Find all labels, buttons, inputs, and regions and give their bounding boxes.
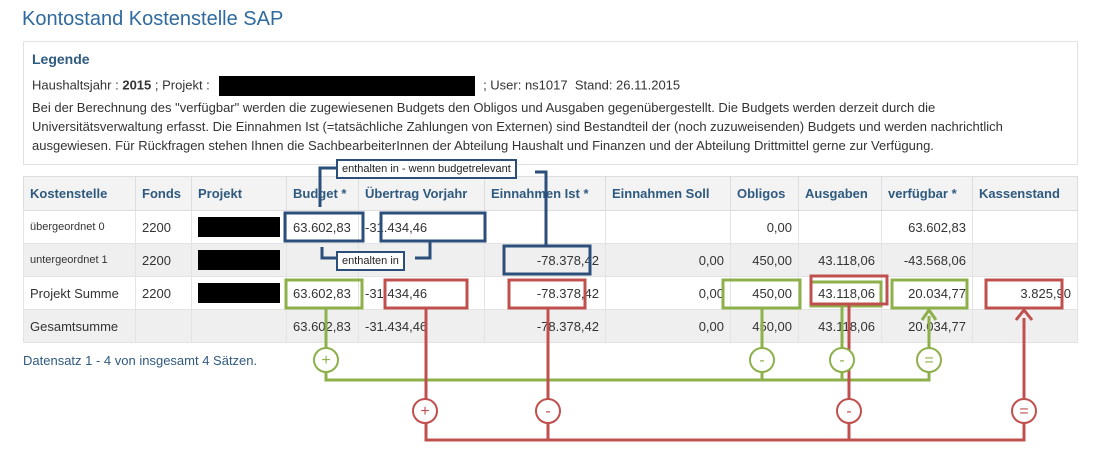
- redacted-project: [198, 283, 280, 303]
- header-ausgaben[interactable]: Ausgaben: [798, 176, 882, 211]
- minus-icon: -: [535, 398, 561, 424]
- record-count: Datensatz 1 - 4 von insgesamt 4 Sätzen.: [23, 353, 258, 368]
- cell-kassenstand: [972, 210, 1078, 244]
- cell-obligos: 0,00: [730, 210, 799, 244]
- cell-verfuegbar: -43.568,06: [881, 243, 973, 277]
- redacted-project: [198, 250, 280, 270]
- cell-budget: 63.602,83: [286, 309, 359, 343]
- project-label: ; Projekt :: [154, 77, 210, 93]
- cell-obligos: 450,00: [730, 276, 799, 310]
- table-row: untergeordnet 1 2200 -78.378,42 0,00 450…: [23, 243, 1078, 277]
- cell-kostenstelle: untergeordnet 1: [23, 243, 136, 277]
- cell-ausgaben: 43.118,06: [798, 243, 882, 277]
- cell-budget: 63.602,83: [286, 276, 359, 310]
- table-row: Gesamtsumme 63.602,83 -31.434,46 -78.378…: [23, 309, 1078, 343]
- plus-icon: +: [412, 398, 438, 424]
- cell-projekt: [191, 243, 287, 277]
- cell-einnahmen-soll: [605, 210, 731, 244]
- cell-ausgaben: [798, 210, 882, 244]
- cell-einnahmen-soll: 0,00: [605, 309, 731, 343]
- cell-kassenstand: [972, 243, 1078, 277]
- cell-projekt: [191, 276, 287, 310]
- note-enthalten-in: enthalten in: [336, 251, 405, 271]
- cell-uebertrag: -31.434,46: [358, 210, 485, 244]
- cell-einnahmen-soll: 0,00: [605, 276, 731, 310]
- cell-obligos: 450,00: [730, 309, 799, 343]
- header-verfuegbar[interactable]: verfügbar *: [881, 176, 973, 211]
- cell-einnahmen-ist: -78.378,42: [484, 276, 606, 310]
- redacted-project-name: [219, 76, 476, 96]
- header-fonds[interactable]: Fonds: [135, 176, 192, 211]
- minus-icon: -: [829, 347, 855, 373]
- cell-kassenstand: [972, 309, 1078, 343]
- cell-fonds: 2200: [135, 210, 192, 244]
- plus-icon: +: [313, 347, 339, 373]
- cell-fonds: [135, 309, 192, 343]
- cell-fonds: 2200: [135, 276, 192, 310]
- cell-einnahmen-soll: 0,00: [605, 243, 731, 277]
- header-kostenstelle[interactable]: Kostenstelle: [23, 176, 136, 211]
- equals-icon: =: [1011, 398, 1037, 424]
- header-projekt[interactable]: Projekt: [191, 176, 287, 211]
- cell-uebertrag: -31.434,46: [358, 276, 485, 310]
- legend-panel: Legende Haushaltsjahr : 2015 ; Projekt :…: [23, 41, 1078, 165]
- fiscal-year-label: Haushaltsjahr :: [32, 77, 119, 93]
- user-text: ; User: ns1017: [483, 77, 568, 93]
- date-text: Stand: 26.11.2015: [574, 77, 681, 93]
- cell-verfuegbar: 20.034,77: [881, 309, 973, 343]
- cell-verfuegbar: 63.602,83: [881, 210, 973, 244]
- cell-kassenstand: 3.825,90: [972, 276, 1078, 310]
- fiscal-year-value: 2015: [122, 77, 152, 93]
- minus-icon: -: [749, 347, 775, 373]
- table-header-row: Kostenstelle Fonds Projekt Budget * Über…: [23, 176, 1078, 211]
- cell-ausgaben: 43.118,06: [798, 276, 882, 310]
- cell-kostenstelle: Projekt Summe: [23, 276, 136, 310]
- minus-icon: -: [836, 398, 862, 424]
- cell-kostenstelle: übergeordnet 0: [23, 210, 136, 244]
- note-budget-relevant: enthalten in - wenn budgetrelevant: [336, 159, 517, 179]
- header-kassenstand[interactable]: Kassenstand: [972, 176, 1078, 211]
- cell-projekt: [191, 309, 287, 343]
- redacted-project: [198, 217, 280, 237]
- header-obligos[interactable]: Obligos: [730, 176, 799, 211]
- cell-einnahmen-ist: -78.378,42: [484, 309, 606, 343]
- page-title: Kontostand Kostenstelle SAP: [22, 8, 284, 30]
- header-einnahmen-soll[interactable]: Einnahmen Soll: [605, 176, 731, 211]
- cell-ausgaben: 43.118,06: [798, 309, 882, 343]
- table-row: übergeordnet 0 2200 63.602,83 -31.434,46…: [23, 210, 1078, 244]
- table-row: Projekt Summe 2200 63.602,83 -31.434,46 …: [23, 276, 1078, 310]
- account-table: Kostenstelle Fonds Projekt Budget * Über…: [23, 176, 1078, 343]
- equals-icon: =: [916, 347, 942, 373]
- cell-uebertrag: -31.434,46: [358, 309, 485, 343]
- legend-meta: Haushaltsjahr : 2015 ; Projekt : ; User:…: [32, 76, 680, 96]
- header-uebertrag[interactable]: Übertrag Vorjahr: [358, 176, 485, 211]
- cell-einnahmen-ist: [484, 210, 606, 244]
- header-budget[interactable]: Budget *: [286, 176, 359, 211]
- legend-title: Legende: [32, 51, 90, 67]
- cell-verfuegbar: 20.034,77: [881, 276, 973, 310]
- cell-obligos: 450,00: [730, 243, 799, 277]
- cell-projekt: [191, 210, 287, 244]
- legend-description: Bei der Berechnung des "verfügbar" werde…: [32, 100, 1003, 153]
- cell-kostenstelle: Gesamtsumme: [23, 309, 136, 343]
- cell-budget: 63.602,83: [286, 210, 359, 244]
- cell-einnahmen-ist: -78.378,42: [484, 243, 606, 277]
- header-einnahmen-ist[interactable]: Einnahmen Ist *: [484, 176, 606, 211]
- cell-fonds: 2200: [135, 243, 192, 277]
